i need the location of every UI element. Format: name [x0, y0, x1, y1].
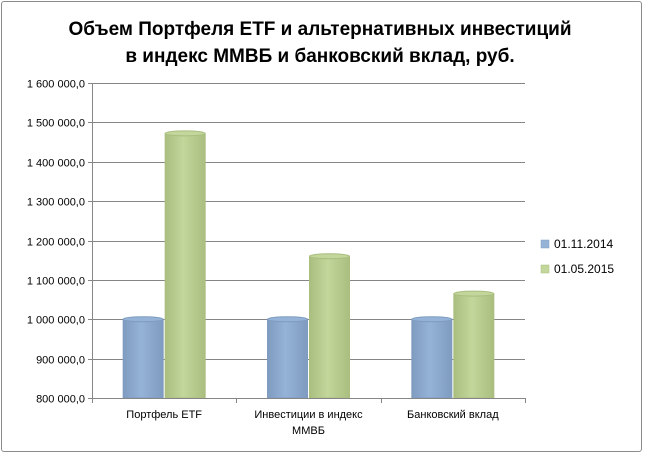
y-tick-label: 1 100 000,0: [27, 276, 85, 288]
bar: [309, 255, 350, 399]
legend-swatch: [540, 264, 550, 274]
y-tick-label: 800 000,0: [36, 394, 85, 406]
chart-title: Объем Портфеля ETF и альтернативных инве…: [60, 16, 580, 70]
bar-top: [164, 130, 206, 137]
bar-group: [453, 290, 495, 399]
legend-label: 01.05.2015: [554, 262, 614, 276]
bar: [411, 318, 453, 399]
y-tick-label: 1 600 000,0: [27, 79, 85, 91]
y-tick-label: 1 500 000,0: [27, 118, 85, 130]
chart-title-line-1: Объем Портфеля ETF и альтернативных инве…: [68, 19, 572, 40]
bar-top: [411, 316, 453, 323]
legend-swatch: [540, 239, 550, 249]
bar: [267, 318, 308, 399]
bar-top: [453, 290, 495, 297]
legend-label: 01.11.2014: [554, 237, 613, 251]
x-category-label: ММВБ: [292, 425, 325, 437]
y-tick-label: 1 200 000,0: [27, 237, 85, 249]
y-tick-label: 1 000 000,0: [27, 315, 85, 327]
y-tick-label: 900 000,0: [36, 355, 85, 367]
y-tick-label: 1 300 000,0: [27, 197, 85, 209]
x-category-label: Банковский вклад: [407, 409, 499, 421]
bar-group: [267, 316, 308, 399]
bar-top: [267, 316, 308, 323]
x-category-label: Инвестиции в индекс: [254, 409, 363, 421]
chart-title-line-2: в индекс ММВБ и банковский вклад, руб.: [125, 46, 515, 67]
bar-group: [309, 253, 350, 399]
bar-group: [164, 130, 206, 399]
bar-group: [122, 316, 164, 399]
bar-group: [411, 316, 453, 399]
bar: [453, 293, 495, 399]
bar-top: [309, 253, 350, 260]
bar: [122, 318, 164, 399]
bar-top: [122, 316, 164, 323]
bar: [164, 132, 206, 399]
y-tick-label: 1 400 000,0: [27, 158, 85, 170]
x-category-label: Портфель ETF: [126, 409, 202, 421]
